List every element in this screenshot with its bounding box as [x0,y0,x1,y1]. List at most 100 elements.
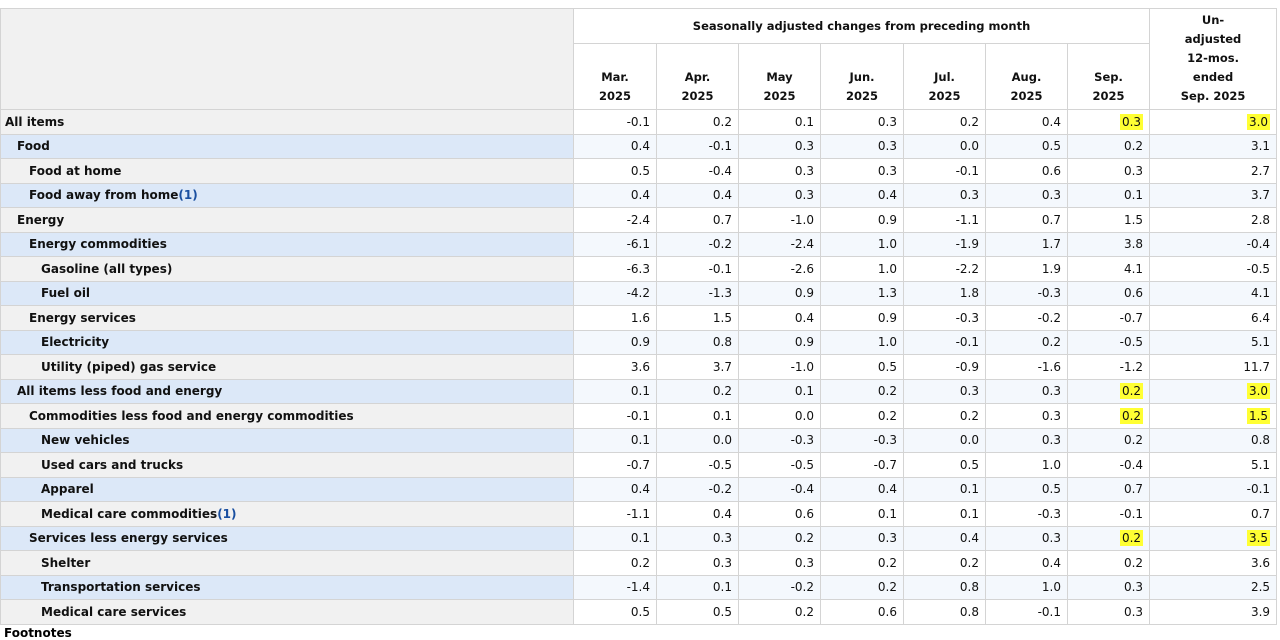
cell: -0.4 [1066,452,1151,478]
cell: -0.1 [573,403,657,429]
cell: 0.8 [656,329,739,355]
cell: -2.4 [738,231,821,257]
cell-value: 0.7 [1250,506,1271,521]
cell-value: 0.2 [1119,383,1144,400]
cell-value: 0.3 [1119,113,1144,130]
cell-value: -0.1 [1119,506,1144,521]
cell: -2.2 [903,256,986,282]
table-row: Transportation services -1.4 0.1 -0.2 0.2 0.8… [0,574,1278,600]
table-row: Food away from home(1) 0.4 0.4 0.3 0.4 0.3 0.3… [0,182,1278,208]
footnote-link[interactable]: (1) [178,188,198,203]
cell-value: 0.0 [959,139,979,154]
cell: 0.3 [738,550,821,576]
table-row: Electricity 0.9 0.8 0.9 1.0 -0.1 0.2 -0.5 5.1 [0,329,1278,355]
cell-value: -1.0 [790,359,814,374]
cell: -0.1 [656,133,739,159]
cell-value: 0.2 [877,580,897,595]
cell: 0.1 [573,378,657,404]
cell: 0.4 [573,133,657,159]
row-label: Commodities less food and energy commodi… [0,403,574,429]
footnote-link[interactable]: (1) [217,506,237,521]
cell-value: 0.1 [794,384,814,399]
cell: -0.9 [903,354,986,380]
cell-value: 0.4 [630,139,650,154]
cell-value: 5.1 [1250,457,1271,472]
row-label: Gasoline (all types) [0,256,574,282]
cell-value: 0.3 [1041,433,1061,448]
row-label-text: Food [17,139,50,154]
cell: 0.4 [985,550,1068,576]
cell: 0.2 [820,550,904,576]
cell: -0.5 [1066,329,1151,355]
cell-value: 0.2 [877,555,897,570]
cell: 5.1 [1149,329,1278,355]
cell-value: 0.3 [1041,408,1061,423]
cell-value: 0.4 [630,482,650,497]
cell-value: 0.1 [794,114,814,129]
cell: -0.2 [656,231,739,257]
row-label-text: Commodities less food and energy commodi… [29,408,354,423]
cell-value: -0.3 [790,433,814,448]
cell-value: 0.3 [794,163,814,178]
cell: -0.1 [985,599,1068,625]
cell-value: 0.3 [959,188,979,203]
row-label: Services less energy services [0,525,574,551]
cell: -0.3 [985,280,1068,306]
cell-value: -0.4 [1246,237,1271,252]
cell: 0.4 [820,476,904,502]
table-row: Medical care services 0.5 0.5 0.2 0.6 0.8 -0.1… [0,599,1278,625]
cell: 0.1 [738,378,821,404]
cell: 0.3 [1066,109,1151,135]
cell: 0.5 [820,354,904,380]
cell-value: 0.6 [877,604,897,619]
cell-value: -0.4 [1119,457,1144,472]
table-row: Gasoline (all types) -6.3 -0.1 -2.6 1.0 -2.2 1… [0,256,1278,282]
cell: 0.3 [985,427,1068,453]
cell-value: -0.4 [790,482,814,497]
group-header: Seasonally adjusted changes from precedi… [572,8,1151,44]
cell-value: 0.3 [794,555,814,570]
cell: 0.3 [820,525,904,551]
row-label-text: Energy services [29,310,136,325]
cell: -2.6 [738,256,821,282]
cell-value: -2.4 [790,237,814,252]
cell-value: 0.2 [959,114,979,129]
cell: -0.1 [1066,501,1151,527]
row-label-text: Energy commodities [29,237,167,252]
cell-value: 0.7 [712,212,732,227]
cell: 3.6 [1149,550,1278,576]
cell-value: -0.1 [708,139,732,154]
cell: 2.7 [1149,158,1278,184]
cell: -2.4 [573,207,657,233]
cell: 3.6 [573,354,657,380]
row-label: Food away from home(1) [0,182,574,208]
header-line: 2025 [598,89,631,103]
cell: 0.4 [738,305,821,331]
cell-value: 0.4 [959,531,979,546]
table-row: Energy commodities -6.1 -0.2 -2.4 1.0 -1.9 1.7… [0,231,1278,257]
row-label-text: New vehicles [41,433,130,448]
cell-value: 0.1 [712,408,732,423]
cell: 1.5 [1149,403,1278,429]
cell-value: -0.2 [708,237,732,252]
cell: 0.3 [820,133,904,159]
cell-value: 0.4 [877,188,897,203]
cell-value: 0.2 [877,384,897,399]
cell-value: -0.1 [708,261,732,276]
table-row: Commodities less food and energy commodi… [0,403,1278,429]
header-line: ended [1192,70,1234,84]
cell-value: 1.9 [1041,261,1061,276]
cell: -0.7 [820,452,904,478]
cell: -0.2 [985,305,1068,331]
cell-value: 0.3 [959,384,979,399]
cell: 0.2 [738,599,821,625]
cell-value: -0.3 [1037,506,1061,521]
header-line: adjusted [1184,32,1242,46]
cell: 2.5 [1149,574,1278,600]
row-label: Energy services [0,305,574,331]
group-header-text: Seasonally adjusted changes from precedi… [692,18,1031,33]
cell: 0.2 [738,525,821,551]
cell-value: 0.3 [877,531,897,546]
cell-value: -0.1 [1246,482,1271,497]
cell: -0.4 [1149,231,1278,257]
